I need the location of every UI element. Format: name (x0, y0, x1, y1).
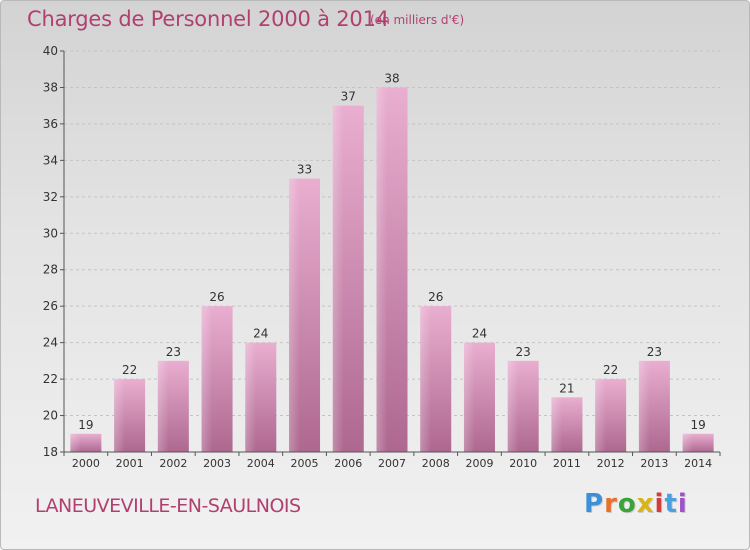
data-label: 33 (297, 163, 312, 177)
y-tick-label: 18 (43, 445, 58, 459)
logo-letter: o (617, 489, 637, 519)
logo-letter: i (654, 489, 665, 519)
bar-highlight (551, 397, 563, 452)
x-tick-label: 2008 (422, 457, 450, 470)
data-label: 19 (690, 418, 705, 432)
logo-letter: i (677, 489, 688, 519)
x-tick-label: 2003 (203, 457, 231, 470)
logo-letter: P (584, 489, 605, 519)
logo-letter: t (664, 489, 678, 519)
bar-highlight (70, 433, 82, 452)
x-tick-label: 2001 (116, 457, 144, 470)
bar-highlight (682, 433, 694, 452)
y-tick-label: 34 (43, 153, 58, 167)
bar-highlight (289, 178, 300, 452)
x-tick-label: 2011 (553, 457, 581, 470)
bar-highlight (332, 105, 344, 452)
y-tick-label: 38 (43, 80, 58, 94)
bar-highlight (507, 360, 519, 452)
logo-letter: x (636, 489, 655, 519)
bar-highlight (376, 87, 388, 453)
data-label: 24 (472, 327, 487, 341)
data-label: 23 (516, 345, 531, 359)
y-tick-label: 26 (43, 299, 58, 313)
x-tick-label: 2006 (334, 457, 362, 470)
data-label: 23 (647, 345, 662, 359)
y-tick-label: 24 (43, 336, 58, 350)
data-label: 19 (78, 418, 93, 432)
y-tick-label: 22 (43, 372, 58, 386)
bar-highlight (157, 360, 169, 452)
y-tick-label: 28 (43, 263, 58, 277)
bar-highlight (420, 306, 432, 452)
x-tick-label: 2005 (291, 457, 319, 470)
y-tick-label: 40 (43, 44, 58, 58)
x-tick-label: 2010 (509, 457, 537, 470)
x-tick-label: 2007 (378, 457, 406, 470)
data-label: 37 (341, 90, 356, 104)
y-tick-label: 20 (43, 409, 58, 423)
y-tick-label: 36 (43, 117, 58, 131)
data-label: 26 (428, 290, 443, 304)
x-tick-label: 2000 (72, 457, 100, 470)
data-label: 22 (603, 363, 618, 377)
bars-layer: 19 22 23 26 24 33 37 38 26 24 23 21 22 23 19 (70, 71, 714, 453)
bar-highlight (463, 342, 475, 452)
data-label: 38 (384, 71, 399, 85)
axis-layer: 18 20 22 24 26 28 30 32 34 36 38 40 2000 2001 2002 2003… (43, 44, 721, 470)
bar-highlight (638, 360, 650, 452)
x-tick-label: 2002 (159, 457, 187, 470)
y-tick-label: 30 (43, 226, 58, 240)
data-label: 23 (166, 345, 181, 359)
x-tick-label: 2009 (465, 457, 493, 470)
x-tick-label: 2014 (684, 457, 712, 470)
data-label: 24 (253, 327, 268, 341)
data-label: 22 (122, 363, 137, 377)
x-tick-label: 2004 (247, 457, 275, 470)
x-tick-label: 2012 (597, 457, 625, 470)
bar-highlight (245, 342, 257, 452)
commune-name: LANEUVEVILLE-EN-SAULNOIS (35, 495, 301, 517)
bar-highlight (595, 379, 607, 452)
bar-highlight (114, 379, 125, 452)
x-tick-label: 2013 (640, 457, 668, 470)
y-tick-label: 32 (43, 190, 58, 204)
bar-highlight (201, 306, 213, 452)
data-label: 21 (559, 381, 574, 395)
chart-title: Charges de Personnel 2000 à 2014 (27, 7, 389, 31)
proxiti-logo[interactable]: Proxiti (584, 489, 688, 519)
chart-unit-note: (en milliers d'€) (370, 13, 465, 27)
logo-letter: r (604, 489, 618, 519)
data-label: 26 (209, 290, 224, 304)
